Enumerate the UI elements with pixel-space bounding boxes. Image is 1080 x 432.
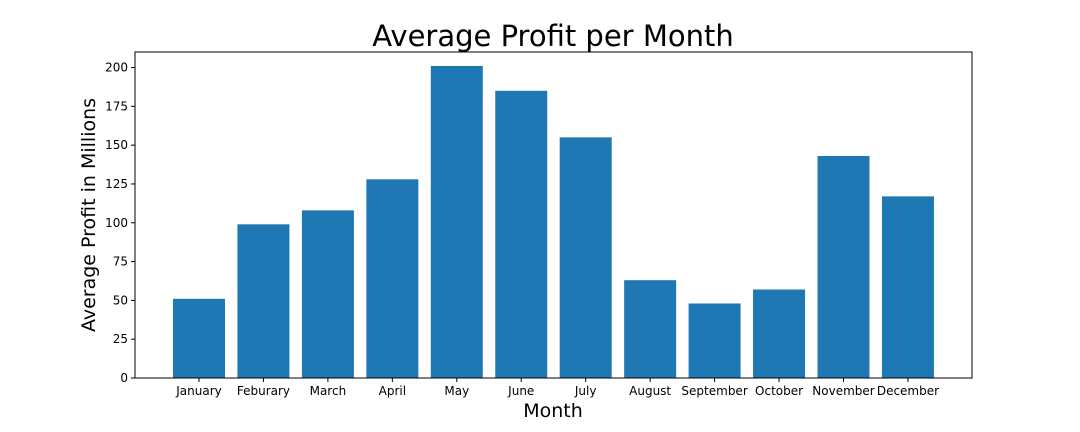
bar-feburary <box>237 224 290 378</box>
y-axis-ticks: 0 25 50 75 100 125 150 175 200 <box>105 61 135 385</box>
x-axis-label: Month <box>523 400 583 422</box>
bar-october <box>753 289 806 378</box>
y-tick-label: 150 <box>105 138 128 152</box>
y-tick-label: 50 <box>113 293 128 307</box>
bar-september <box>688 303 741 378</box>
plot-area-frame <box>134 51 973 379</box>
bar-may <box>430 65 483 378</box>
bar-november <box>817 156 870 378</box>
bar-march <box>301 210 354 378</box>
bar-august <box>624 280 677 378</box>
bar-july <box>559 137 612 378</box>
x-tick-label: September <box>681 384 747 398</box>
x-tick-label: June <box>507 384 534 398</box>
bar-april <box>366 179 419 378</box>
x-tick-label: August <box>629 384 671 398</box>
y-tick-label: 25 <box>113 332 128 346</box>
y-tick-label: 100 <box>105 216 128 230</box>
x-axis-ticks: January Feburary March April May June July Augu… <box>175 378 939 398</box>
x-tick-label: November <box>812 384 874 398</box>
y-axis-label: Average Profit in Millions <box>78 98 100 332</box>
x-tick-label: October <box>755 384 803 398</box>
y-tick-label: 0 <box>120 371 128 385</box>
x-tick-label: May <box>444 384 469 398</box>
y-tick-label: 200 <box>105 61 128 75</box>
y-tick-label: 175 <box>105 99 128 113</box>
bar-june <box>495 90 548 378</box>
y-tick-label: 75 <box>113 255 128 269</box>
x-tick-label: January <box>175 384 222 398</box>
x-tick-label: July <box>574 384 597 398</box>
x-tick-label: Feburary <box>237 384 290 398</box>
bars-group <box>173 65 934 378</box>
chart-title: Average Profit per Month <box>372 19 733 53</box>
bar-december <box>881 196 934 378</box>
x-tick-label: April <box>379 384 406 398</box>
bar-january <box>173 298 225 378</box>
x-tick-label: March <box>310 384 347 398</box>
y-tick-label: 125 <box>105 177 128 191</box>
x-tick-label: December <box>877 384 939 398</box>
